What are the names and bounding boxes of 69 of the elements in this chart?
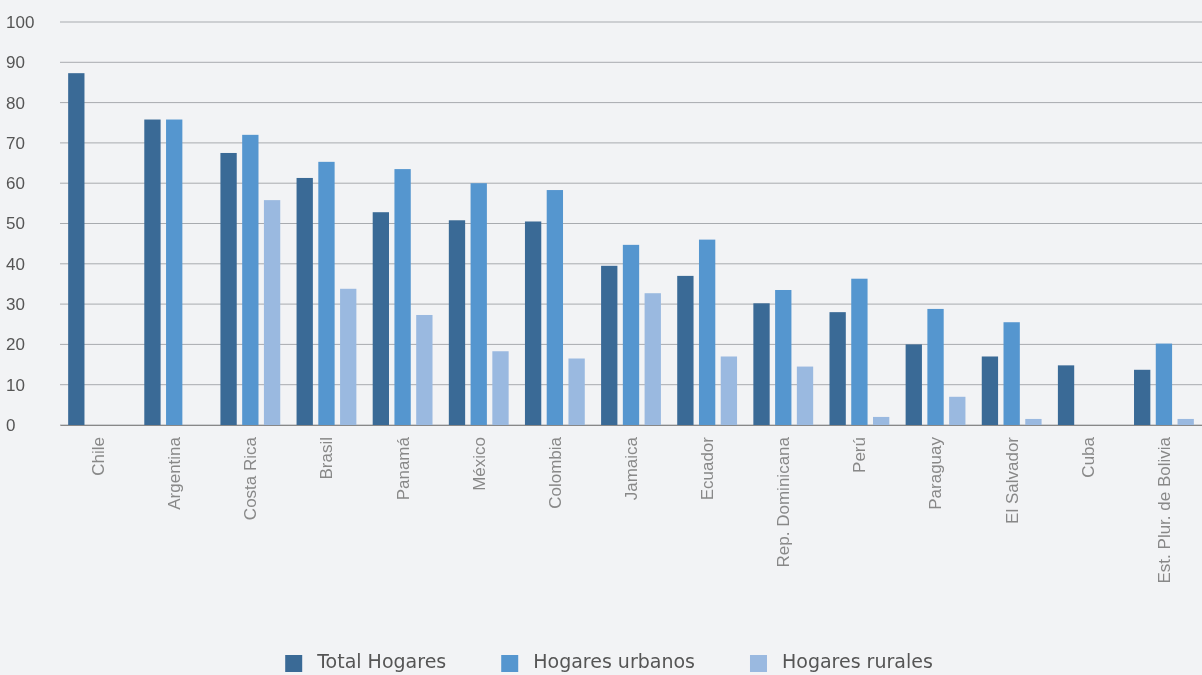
y-tick-label: 0 (6, 415, 16, 435)
x-tick-label: Paraguay (926, 436, 946, 510)
bar (949, 396, 966, 425)
bar (263, 200, 281, 425)
y-tick-label: 80 (6, 93, 25, 113)
y-tick-label: 70 (6, 133, 25, 153)
x-tick-label: Est. Plur. de Bolivia (1154, 436, 1174, 584)
bar (1003, 322, 1020, 425)
legend-label: Hogares urbanos (533, 650, 695, 672)
bar (568, 358, 585, 425)
bar (873, 416, 890, 425)
x-tick-label: El Salvador (1002, 436, 1022, 524)
bar (720, 356, 738, 425)
bar (1134, 369, 1151, 425)
bar (524, 221, 542, 425)
y-tick-label: 40 (6, 254, 25, 274)
bar (68, 73, 85, 425)
bar (448, 220, 466, 425)
bar (492, 351, 509, 425)
bar (905, 344, 922, 425)
x-tick-label: Argentina (165, 436, 185, 510)
bar (318, 161, 335, 425)
x-tick-label: Ecuador (698, 436, 718, 501)
bar (546, 190, 564, 425)
bar (796, 366, 814, 425)
bar (981, 356, 999, 425)
bar (220, 152, 237, 425)
bar (644, 293, 661, 425)
bar (1057, 365, 1075, 425)
bar (470, 183, 487, 425)
legend-label: Total Hogares (316, 650, 447, 672)
x-tick-label: Panamá (393, 436, 413, 501)
bar (394, 169, 411, 425)
bar (698, 239, 716, 425)
bar (677, 275, 694, 425)
bar (166, 119, 183, 425)
y-tick-label: 50 (6, 214, 25, 234)
bar (296, 177, 313, 425)
x-tick-label: Brasil (317, 437, 337, 480)
bar (927, 308, 944, 425)
y-tick-label: 90 (6, 53, 25, 73)
bar (622, 244, 640, 425)
x-tick-label: Colombia (545, 436, 565, 509)
x-tick-label: Costa Rica (241, 436, 261, 521)
y-tick-label: 30 (6, 295, 25, 315)
bar (1177, 418, 1194, 425)
x-tick-label: Jamaica (621, 436, 641, 501)
bar (601, 265, 618, 425)
x-tick-label: Rep. Dominicana (774, 436, 794, 568)
y-tick-label: 60 (6, 174, 25, 194)
bar (851, 278, 868, 425)
y-tick-label: 10 (6, 375, 25, 395)
legend-label: Hogares rurales (781, 650, 933, 672)
bar (416, 314, 433, 425)
bar (340, 288, 357, 425)
y-tick-label: 20 (6, 335, 25, 355)
bar (775, 290, 792, 425)
bar (829, 312, 846, 425)
x-tick-label: Perú (850, 437, 870, 473)
x-tick-label: México (469, 437, 489, 491)
y-tick-label: 100 (6, 12, 35, 32)
bar (372, 212, 389, 425)
bar (753, 303, 770, 425)
x-tick-label: Chile (89, 437, 109, 476)
bar (144, 119, 161, 425)
x-tick-label: Cuba (1078, 436, 1098, 478)
bar (1155, 343, 1173, 425)
bar (1025, 418, 1042, 425)
bar (242, 134, 259, 425)
